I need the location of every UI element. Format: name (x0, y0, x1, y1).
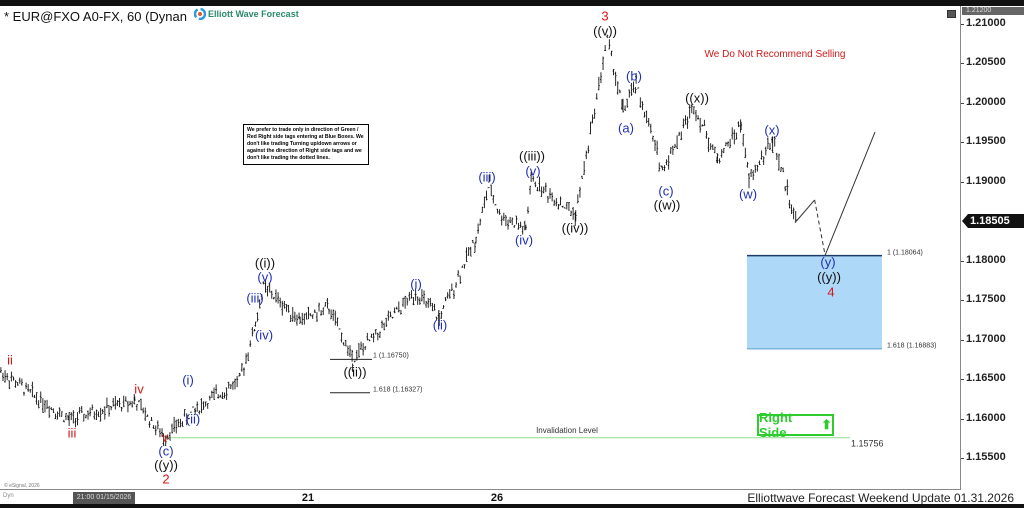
wave-label: (ii) (185, 411, 201, 427)
blue-box (747, 255, 882, 349)
wave-label: ((y)) (817, 269, 841, 285)
wave-label: 3 (601, 8, 609, 24)
wave-label: ii (7, 352, 13, 368)
wave-label: ((i)) (254, 255, 276, 271)
invalidation-label: Invalidation Level (536, 426, 598, 435)
wave-label: ((y)) (154, 457, 178, 473)
logo: Elliott Wave Forecast (194, 8, 299, 20)
y-tick: 1.16500 (961, 372, 1006, 385)
wave-label: ((w)) (653, 197, 681, 213)
time-axis[interactable]: Dyn 21:00 01/15/2026 21 26 Elliottwave F… (0, 490, 1024, 508)
high-price-marker: 1.21200 (962, 7, 1024, 15)
y-tick: 1.19000 (961, 174, 1006, 187)
x-tick: 26 (490, 492, 504, 504)
plot-area[interactable] (0, 6, 961, 490)
wave-label: ((iii)) (519, 148, 545, 164)
wave-label: (w) (738, 186, 758, 202)
y-tick: 1.21000 (961, 17, 1006, 29)
wave-label: (a) (618, 120, 634, 136)
wave-label: (iv) (254, 327, 274, 343)
copyright: © eSignal, 2026 (4, 483, 40, 489)
arrow-up-icon: ⬆ (821, 417, 832, 432)
projection-path (824, 131, 876, 256)
y-tick: 1.17000 (961, 332, 1006, 345)
y-tick: 1.20500 (961, 56, 1006, 69)
wave-label: (c) (158, 443, 174, 459)
wave-label: (b) (626, 68, 642, 84)
wave-label: 2 (162, 471, 170, 487)
projection-path (814, 199, 826, 256)
wave-label: (x) (764, 122, 780, 138)
crosshair-date-label: 21:00 01/15/2026 (73, 492, 135, 504)
wave-label: iv (134, 381, 144, 397)
footer-text: Elliottwave Forecast Weekend Update 01.3… (747, 491, 1014, 505)
wave-label: (iii) (478, 169, 496, 185)
price-axis[interactable]: 1.21000 1.20500 1.20000 1.19500 1.19000 1.180… (961, 6, 1024, 490)
wave-label: 4 (827, 284, 835, 300)
right-side-tag: Right Side ⬆ (757, 410, 834, 440)
wave-label: ((ii)) (343, 364, 367, 380)
last-price-marker: 1.18505 (962, 214, 1024, 228)
y-tick: 1.18000 (961, 253, 1006, 266)
wave-label: (i) (410, 276, 422, 292)
blue-box-bottom-label: 1.618 (1.16883) (887, 342, 937, 350)
wave-label: ((x)) (685, 90, 709, 106)
y-tick: 1.16000 (961, 411, 1006, 424)
y-tick: 1.17500 (961, 293, 1006, 306)
wave-label: ((v)) (593, 23, 617, 39)
logo-text: Elliott Wave Forecast (208, 9, 299, 19)
logo-icon (194, 8, 206, 20)
right-side-label: Right Side (759, 410, 793, 440)
invalidation-value: 1.15756 (851, 438, 884, 449)
price-chart-svg (0, 34, 882, 447)
fib-label: 1 (1.16750) (373, 352, 409, 360)
restore-window-icon[interactable] (947, 10, 956, 18)
chart-title: * EUR@FXO A0-FX, 60 (Dynan (4, 9, 187, 24)
wave-label: (i) (182, 372, 194, 388)
x-tick: 21 (301, 492, 315, 504)
wave-label: (v) (257, 269, 273, 285)
wave-label: ((iv)) (561, 220, 589, 236)
wave-label: (c) (658, 183, 674, 199)
wave-label: (iv) (514, 232, 534, 248)
y-tick: 1.15500 (961, 450, 1006, 463)
wave-label: (ii) (432, 317, 448, 333)
projection-path (795, 199, 816, 222)
wave-label: v (161, 429, 169, 445)
trading-note: We prefer to trade only in direction of … (243, 124, 369, 166)
wave-label: (v) (525, 163, 541, 179)
blue-box-top-label: 1 (1.18064) (887, 249, 923, 257)
warning-text: We Do Not Recommend Selling (704, 49, 846, 60)
wave-label: (y) (820, 254, 836, 270)
y-tick: 1.19500 (961, 135, 1006, 148)
y-tick: 1.20000 (961, 95, 1006, 108)
dyn-label: Dyn (3, 493, 14, 499)
fib-label: 1.618 (1.16327) (373, 386, 423, 394)
wave-label: iii (67, 425, 77, 441)
wave-label: (iii) (246, 290, 264, 306)
